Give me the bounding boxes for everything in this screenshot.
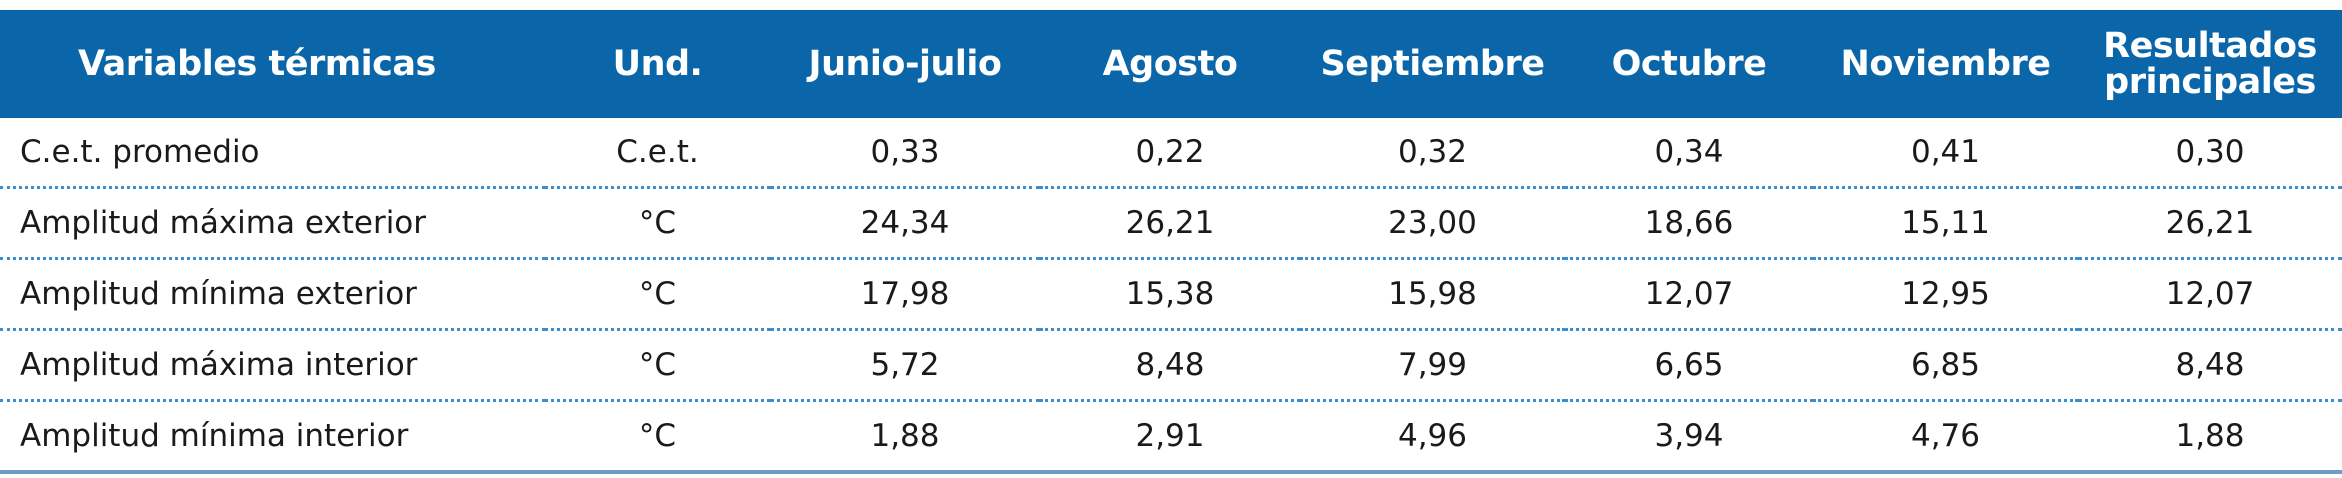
cell-noviembre: 4,76 [1813,400,2078,474]
header-junio-julio: Junio-julio [808,44,1002,84]
cell-octubre: 18,66 [1565,187,1813,260]
header-resultados-line-1: Resultados [2103,26,2317,66]
header-row: Variables térmicas Und. Junio-julio Agos… [0,10,2342,118]
cell-junio-julio: 17,98 [770,258,1040,331]
row-label: Amplitud mínima exterior [0,258,545,331]
table-row: C.e.t. promedio C.e.t. 0,33 0,22 0,32 0,… [0,118,2342,189]
cell-septiembre: 15,98 [1300,258,1565,331]
cell-septiembre: 23,00 [1300,187,1565,260]
cell-resultados: 1,88 [2078,400,2342,474]
header-resultados-principales: Resultados principales [2078,10,2342,118]
row-unit: °C [545,258,770,331]
header-septiembre: Septiembre [1320,44,1546,84]
cell-agosto: 15,38 [1040,258,1300,331]
table-row: Amplitud mínima interior °C 1,88 2,91 4,… [0,400,2342,474]
table-row: Amplitud mínima exterior °C 17,98 15,38 … [0,258,2342,331]
cell-octubre: 6,65 [1565,329,1813,402]
header-resultados-line-2: principales [2104,62,2316,102]
cell-octubre: 0,34 [1565,118,1813,189]
table-row: Amplitud máxima interior °C 5,72 8,48 7,… [0,329,2342,402]
table-body: C.e.t. promedio C.e.t. 0,33 0,22 0,32 0,… [0,118,2342,474]
cell-agosto: 26,21 [1040,187,1300,260]
cell-septiembre: 4,96 [1300,400,1565,474]
header-und: Und. [612,44,703,84]
table-row: Amplitud máxima exterior °C 24,34 26,21 … [0,187,2342,260]
row-unit: °C [545,400,770,474]
row-label: Amplitud máxima exterior [0,187,545,260]
cell-agosto: 8,48 [1040,329,1300,402]
table-header: Variables térmicas Und. Junio-julio Agos… [0,10,2342,118]
cell-noviembre: 15,11 [1813,187,2078,260]
cell-resultados: 26,21 [2078,187,2342,260]
cell-noviembre: 6,85 [1813,329,2078,402]
row-label: Amplitud mínima interior [0,400,545,474]
cell-septiembre: 7,99 [1300,329,1565,402]
cell-octubre: 12,07 [1565,258,1813,331]
cell-junio-julio: 5,72 [770,329,1040,402]
cell-noviembre: 12,95 [1813,258,2078,331]
header-octubre: Octubre [1611,44,1767,84]
header-agosto: Agosto [1102,44,1238,84]
row-label: Amplitud máxima interior [0,329,545,402]
header-noviembre: Noviembre [1840,44,2051,84]
cell-agosto: 2,91 [1040,400,1300,474]
cell-septiembre: 0,32 [1300,118,1565,189]
cell-junio-julio: 0,33 [770,118,1040,189]
cell-noviembre: 0,41 [1813,118,2078,189]
row-label: C.e.t. promedio [0,118,545,189]
cell-junio-julio: 24,34 [770,187,1040,260]
row-unit: C.e.t. [545,118,770,189]
cell-resultados: 0,30 [2078,118,2342,189]
row-unit: °C [545,187,770,260]
row-unit: °C [545,329,770,402]
cell-resultados: 8,48 [2078,329,2342,402]
thermal-variables-table: Variables térmicas Und. Junio-julio Agos… [0,10,2342,474]
cell-octubre: 3,94 [1565,400,1813,474]
header-variables-termicas: Variables térmicas [78,44,436,84]
cell-resultados: 12,07 [2078,258,2342,331]
cell-junio-julio: 1,88 [770,400,1040,474]
cell-agosto: 0,22 [1040,118,1300,189]
